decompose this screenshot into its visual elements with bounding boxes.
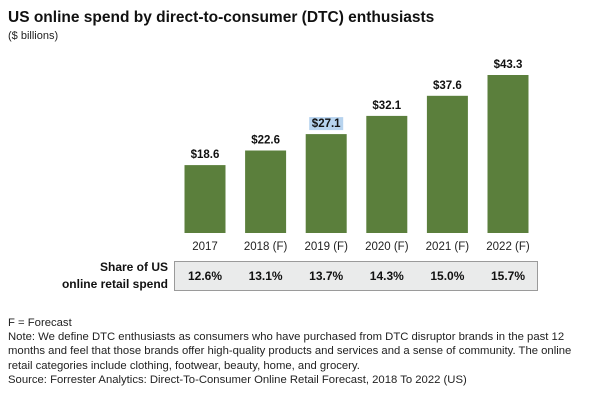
- share-label-line1: Share of US: [99, 260, 168, 274]
- bar-2018-f: [245, 150, 287, 233]
- bar-2022-f: [487, 75, 529, 233]
- category-label: 2021 (F): [426, 241, 470, 253]
- share-cell: 13.7%: [309, 269, 344, 283]
- notes-block: F = Forecast Note: We define DTC enthusi…: [8, 316, 588, 387]
- value-label: $22.6: [251, 135, 280, 147]
- value-label: $43.3: [494, 59, 523, 71]
- share-label-line2: online retail spend: [61, 277, 168, 291]
- bar-2017: [184, 165, 226, 233]
- value-label: $32.1: [372, 100, 401, 112]
- category-label: 2019 (F): [304, 241, 348, 253]
- share-cell: 14.3%: [369, 269, 404, 283]
- category-label: 2018 (F): [244, 241, 288, 253]
- share-cell: 12.6%: [187, 269, 223, 283]
- value-label: $18.6: [191, 149, 220, 161]
- bar-chart: $18.6 2017 $22.6 2018 (F) $27.1 2019 (F) $32.1…: [184, 59, 530, 253]
- definition-note: Note: We define DTC enthusiasts as consu…: [8, 331, 572, 372]
- chart-title: US online spend by direct-to-consumer (D…: [8, 9, 435, 26]
- value-label: $27.1: [312, 118, 341, 130]
- category-label: 2017: [192, 241, 218, 253]
- category-label: 2020 (F): [365, 241, 409, 253]
- value-label-highlight: [309, 117, 344, 131]
- share-cell: 15.7%: [490, 269, 526, 283]
- value-label: $37.6: [433, 80, 462, 92]
- share-cell: 13.1%: [248, 269, 283, 283]
- chart-subtitle: ($ billions): [8, 30, 59, 42]
- share-table: 12.6% 13.1% 13.7% 14.3% 15.0% 15.7%: [174, 261, 538, 291]
- bar-2021-f: [426, 95, 468, 233]
- category-label: 2022 (F): [486, 241, 530, 253]
- source-note: Source: Forrester Analytics: Direct-To-C…: [8, 373, 467, 386]
- bar-2020-f: [366, 115, 408, 233]
- bar-2019-f: [305, 134, 347, 233]
- share-cell: 15.0%: [430, 269, 465, 283]
- forecast-note: F = Forecast: [8, 317, 72, 329]
